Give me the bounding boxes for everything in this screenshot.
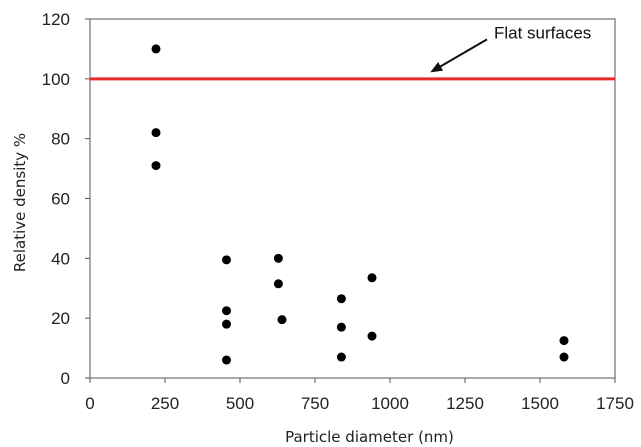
data-point [273,279,283,289]
data-point [336,294,346,304]
y-tick-label: 80 [51,130,70,149]
x-axis-title: Particle diameter (nm) [285,428,454,446]
x-tick-label: 250 [151,394,179,413]
data-point [559,336,569,346]
annotation-arrow [430,38,488,73]
data-point [222,319,231,329]
annotation-flat-surfaces: Flat surfaces [494,23,591,42]
data-point [336,322,346,332]
data-point [273,253,283,263]
y-tick-label: 20 [51,309,70,328]
data-point [277,315,287,325]
data-point [222,355,231,365]
data-point [151,128,161,138]
data-point [222,255,231,265]
data-point [222,306,231,316]
plot-frame [89,18,616,379]
data-point [367,331,377,341]
x-tick-label: 1750 [596,394,634,413]
y-tick-label: 60 [51,190,70,209]
y-tick-label: 40 [51,249,70,268]
y-axis-title: Relative density % [11,133,29,272]
y-tick-label: 100 [42,70,70,89]
x-tick-label: 0 [85,394,94,413]
data-point [559,352,569,362]
x-tick-label: 1000 [371,394,409,413]
y-tick-label: 120 [42,10,70,29]
data-point [151,161,161,171]
x-tick-label: 750 [301,394,329,413]
x-tick-label: 1500 [521,394,559,413]
y-tick-label: 0 [61,369,70,388]
x-tick-label: 500 [226,394,254,413]
data-point [367,273,377,283]
x-tick-label: 1250 [446,394,484,413]
data-point [151,44,161,54]
data-point [336,352,346,362]
